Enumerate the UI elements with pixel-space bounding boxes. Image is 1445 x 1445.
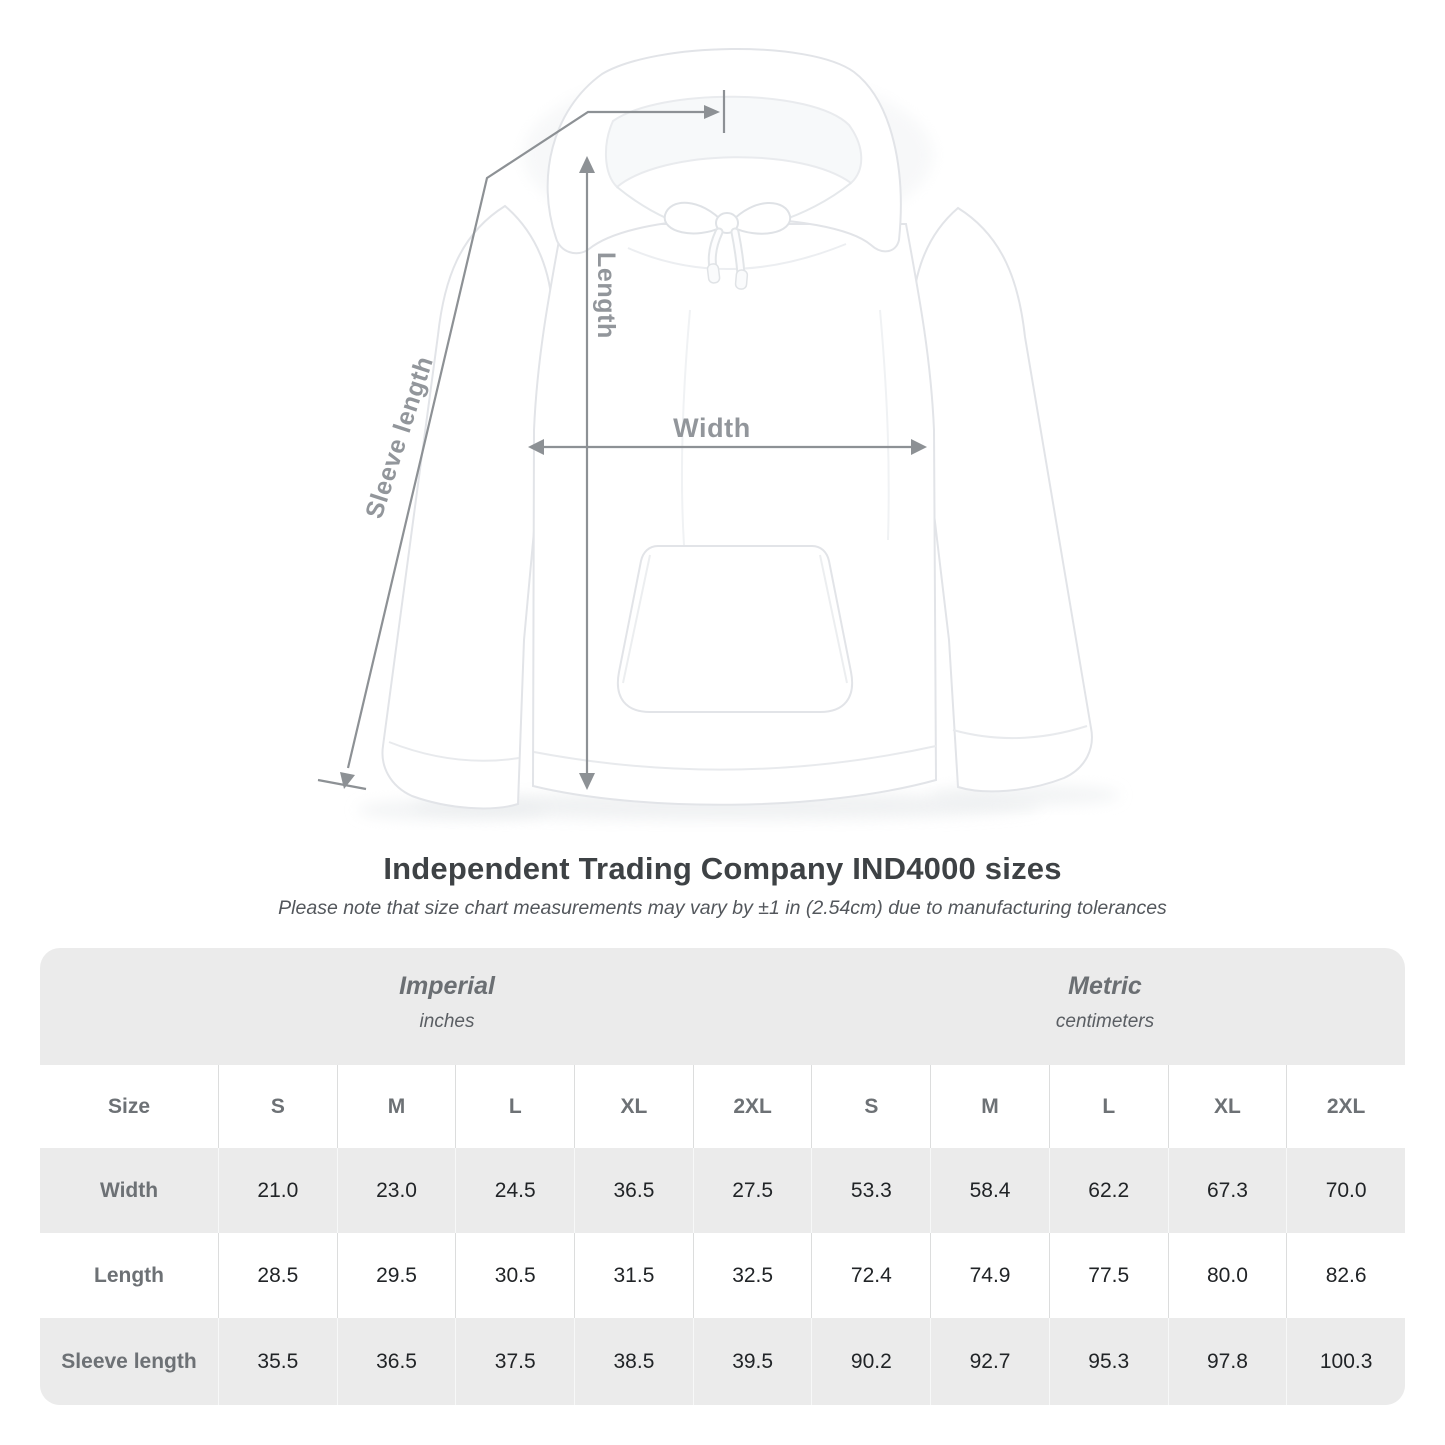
heading-block: Independent Trading Company IND4000 size… xyxy=(0,845,1445,920)
size-chart-table: Imperial inches Metric centimeters Size … xyxy=(40,948,1405,1405)
table-cell: 70.0 xyxy=(1286,1148,1405,1233)
table-cell: 97.8 xyxy=(1167,1318,1287,1405)
table-cell: 35.5 xyxy=(218,1318,337,1405)
drawstring-bow xyxy=(663,201,792,235)
pocket-stitch-left xyxy=(622,554,651,684)
table-cell: 58.4 xyxy=(930,1148,1049,1233)
pocket-stitch-right xyxy=(819,554,848,684)
width-measure-label: Width xyxy=(673,413,751,443)
table-cell: 38.5 xyxy=(574,1318,693,1405)
table-cell: 21.0 xyxy=(218,1148,337,1233)
row-label-length: Length xyxy=(40,1233,218,1318)
row-label-width: Width xyxy=(40,1148,218,1233)
hoodie-garment xyxy=(381,47,1093,810)
arrowhead-left xyxy=(528,439,544,455)
table-cell: 29.5 xyxy=(336,1233,456,1318)
table-cell: 31.5 xyxy=(574,1233,693,1318)
table-cell: 80.0 xyxy=(1167,1233,1287,1318)
table-cell: 77.5 xyxy=(1048,1233,1168,1318)
table-cell: 28.5 xyxy=(218,1233,337,1318)
table-cell: 39.5 xyxy=(692,1318,812,1405)
table-cell: 67.3 xyxy=(1167,1148,1287,1233)
table-cell: 23.0 xyxy=(336,1148,456,1233)
imperial-group-unit: inches xyxy=(419,1011,475,1032)
column-header-metric-m: M xyxy=(930,1065,1049,1148)
hem-seam xyxy=(533,745,937,771)
column-header-metric-2xl: 2XL xyxy=(1286,1065,1405,1148)
table-cell: 37.5 xyxy=(455,1318,575,1405)
column-header-metric-s: S xyxy=(811,1065,931,1148)
table-cell: 90.2 xyxy=(811,1318,931,1405)
left-sleeve xyxy=(381,204,554,810)
table-cell: 27.5 xyxy=(692,1148,812,1233)
imperial-group-header: Imperial xyxy=(399,972,495,1000)
column-header-metric-l: L xyxy=(1048,1065,1168,1148)
table-cell: 74.9 xyxy=(930,1233,1049,1318)
neckline-seam xyxy=(627,243,847,270)
table-cell: 32.5 xyxy=(692,1233,812,1318)
page-title: Independent Trading Company IND4000 size… xyxy=(383,851,1062,886)
length-measure-label: Length xyxy=(592,252,620,339)
sleeve-end-tick xyxy=(317,778,367,791)
sleeve-measure-line xyxy=(346,110,704,769)
right-sleeve xyxy=(911,206,1093,793)
table-cell: 72.4 xyxy=(811,1233,931,1318)
column-header-imperial-s: S xyxy=(218,1065,337,1148)
row-label-sleeve-length: Sleeve length xyxy=(40,1318,218,1405)
arrowhead-down xyxy=(579,773,595,790)
table-cell: 82.6 xyxy=(1286,1233,1405,1318)
table-cell: 95.3 xyxy=(1048,1318,1168,1405)
measurement-lines xyxy=(317,90,927,791)
table-cell: 92.7 xyxy=(930,1318,1049,1405)
unit-group-band: Imperial inches Metric centimeters xyxy=(40,948,1405,1065)
size-grid: Size S M L XL 2XL S M L XL 2XL Width 21.… xyxy=(40,1065,1405,1405)
table-cell: 36.5 xyxy=(336,1318,456,1405)
body-crease-right xyxy=(879,309,890,541)
body-crease-left xyxy=(681,309,691,546)
table-cell: 100.3 xyxy=(1286,1318,1405,1405)
table-cell: 62.2 xyxy=(1048,1148,1168,1233)
arrowhead-up xyxy=(579,156,595,173)
right-cuff-seam xyxy=(952,725,1088,740)
table-cell: 24.5 xyxy=(455,1148,575,1233)
metric-group-header: Metric xyxy=(1068,972,1142,1000)
table-cell: 30.5 xyxy=(455,1233,575,1318)
table-cell: 36.5 xyxy=(574,1148,693,1233)
column-header-imperial-2xl: 2XL xyxy=(692,1065,812,1148)
arrowhead-right xyxy=(704,105,720,119)
kangaroo-pocket xyxy=(616,545,854,713)
arrowhead-right-2 xyxy=(911,439,927,455)
left-cuff-seam xyxy=(388,741,520,762)
table-cell: 53.3 xyxy=(811,1148,931,1233)
column-header-imperial-m: M xyxy=(336,1065,456,1148)
metric-group-unit: centimeters xyxy=(1055,1011,1155,1032)
hoodie-illustration xyxy=(317,47,1120,821)
column-header-metric-xl: XL xyxy=(1167,1065,1287,1148)
column-header-imperial-l: L xyxy=(455,1065,575,1148)
drawstring-cords xyxy=(706,227,749,290)
column-header-imperial-xl: XL xyxy=(574,1065,693,1148)
hoodie-measurement-diagram: Length Sleeve length Width xyxy=(317,47,1120,821)
tolerance-note: Please note that size chart measurements… xyxy=(278,897,1167,919)
size-column-header: Size xyxy=(40,1065,218,1148)
